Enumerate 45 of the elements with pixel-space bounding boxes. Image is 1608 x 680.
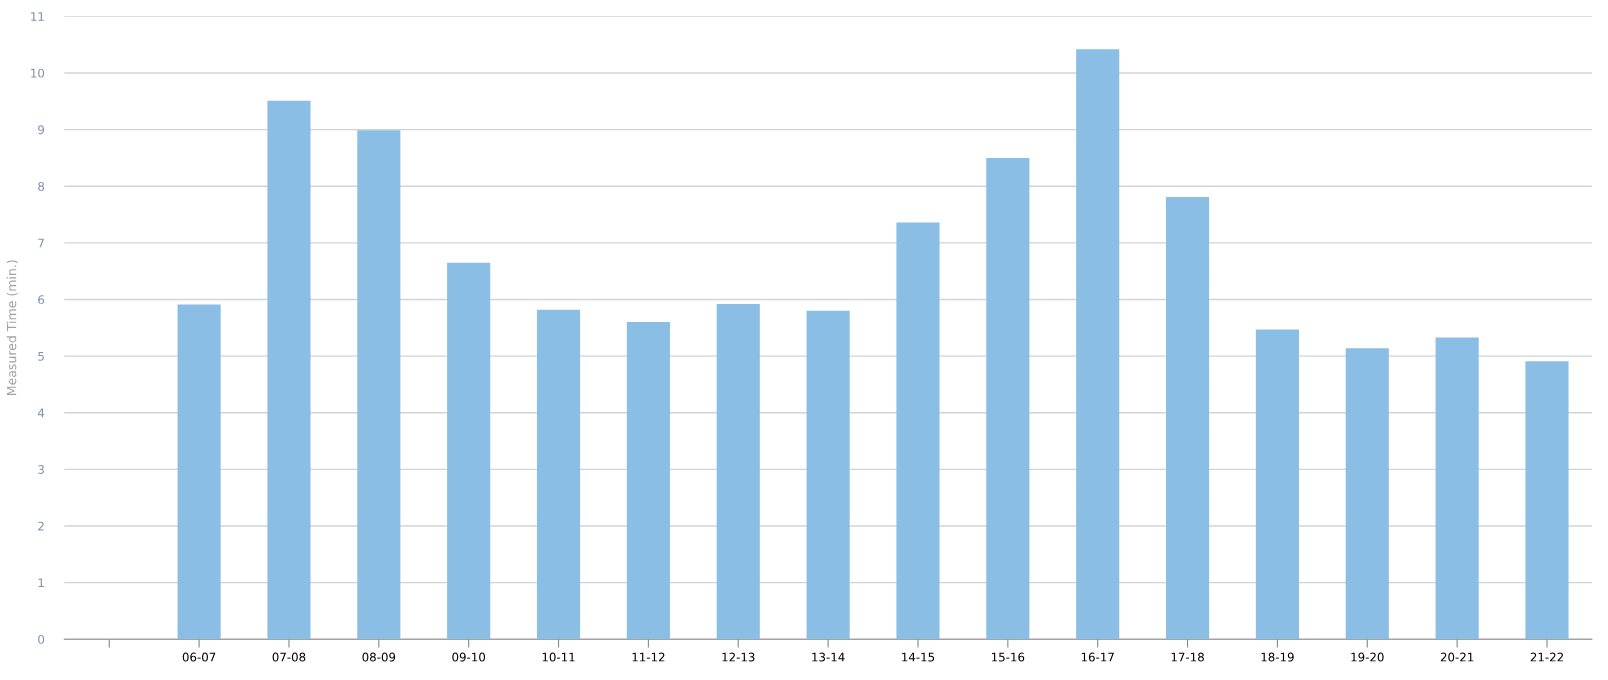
x-tick-label: 11-12 bbox=[632, 652, 665, 662]
x-tick-label: 19-20 bbox=[1351, 652, 1384, 662]
x-tick-label: 17-18 bbox=[1171, 652, 1204, 662]
y-tick-label: 5 bbox=[38, 351, 44, 361]
bar bbox=[177, 304, 221, 640]
bar bbox=[267, 100, 311, 640]
bar bbox=[357, 130, 401, 640]
x-tick-label: 18-19 bbox=[1261, 652, 1294, 662]
y-axis-title: Measured Time (min.) bbox=[6, 260, 18, 395]
bar bbox=[536, 309, 581, 640]
x-tick-label: 20-21 bbox=[1440, 652, 1474, 662]
bar bbox=[1345, 348, 1389, 640]
x-tick-label: 09-10 bbox=[452, 652, 486, 662]
y-tick-label: 0 bbox=[38, 634, 45, 644]
y-tick-label: 9 bbox=[38, 125, 45, 135]
y-tick-label: 3 bbox=[38, 465, 44, 474]
x-tick-label: 07-08 bbox=[272, 652, 306, 662]
bar bbox=[1255, 329, 1299, 640]
x-tick-label: 10-11 bbox=[542, 652, 575, 662]
y-tick-label: 6 bbox=[38, 295, 45, 305]
bar bbox=[626, 322, 670, 640]
y-tick-label: 10 bbox=[31, 68, 45, 78]
x-tick-label: 15-16 bbox=[991, 652, 1025, 662]
bar bbox=[1165, 196, 1210, 640]
x-tick-label: 21-22 bbox=[1530, 652, 1563, 662]
y-tick-label: 11 bbox=[31, 12, 44, 21]
y-tick-label: 7 bbox=[38, 238, 44, 248]
x-tick-label: 16-17 bbox=[1081, 652, 1114, 662]
bar bbox=[1525, 361, 1569, 640]
bar bbox=[716, 303, 760, 640]
bar bbox=[1076, 49, 1120, 640]
y-tick-label: 4 bbox=[37, 408, 45, 418]
bar bbox=[986, 157, 1030, 640]
bar bbox=[1435, 337, 1479, 640]
x-tick-label: 12-13 bbox=[722, 652, 755, 662]
x-tick-label: 08-09 bbox=[362, 652, 396, 662]
x-tick-label: 14-15 bbox=[902, 652, 935, 662]
x-tick-label: 06-07 bbox=[182, 652, 216, 662]
x-tick-label: 13-14 bbox=[812, 652, 845, 662]
bar bbox=[896, 222, 940, 640]
y-tick-label: 2 bbox=[38, 521, 44, 531]
y-tick-label: 1 bbox=[38, 578, 44, 588]
bar bbox=[447, 262, 491, 640]
bar bbox=[806, 310, 850, 640]
y-tick-label: 8 bbox=[38, 181, 45, 191]
